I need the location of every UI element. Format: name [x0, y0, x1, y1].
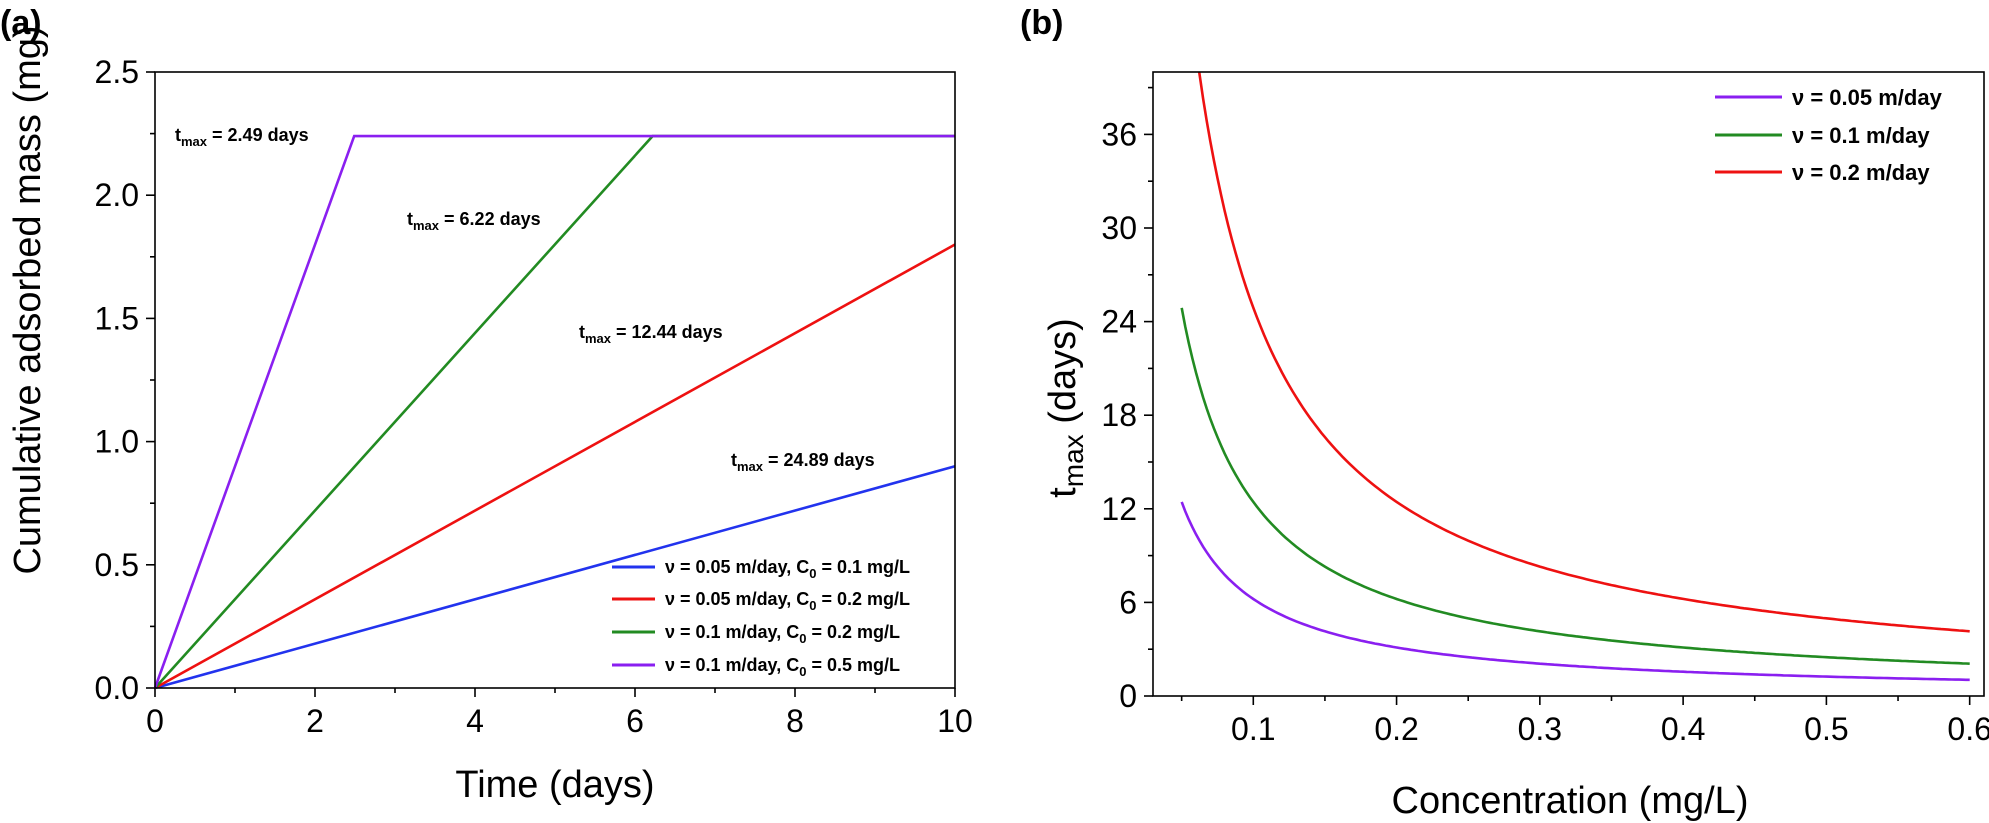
panel-b-ticks: 0.1 0.2 0.3 0.4 0.5 0.6 0 6 12 18 24 30 36	[1101, 86, 1989, 747]
y-tick-label: 2.0	[95, 177, 139, 213]
y-tick-label: 24	[1101, 304, 1137, 340]
legend-entry: ν = 0.05 m/day, C0 = 0.1 mg/L	[665, 557, 910, 581]
y-tick-label: 0.0	[95, 670, 139, 706]
series-curve	[1180, 501, 1970, 682]
x-tick-label: 0.2	[1374, 711, 1418, 747]
y-tick-label: 1.0	[95, 424, 139, 460]
tmax-annotation: tmax = 24.89 days	[731, 450, 875, 474]
panel-b: (b) tmax (days) Concentration (mg/L) 0.1…	[1020, 4, 1989, 822]
x-tick-label: 0.4	[1661, 711, 1705, 747]
x-tick-label: 0.6	[1947, 711, 1989, 747]
x-tick-label: 10	[937, 703, 973, 739]
x-tick-label: 8	[786, 703, 804, 739]
x-tick-label: 0.5	[1804, 711, 1848, 747]
tmax-annotation: tmax = 2.49 days	[175, 125, 309, 149]
legend-entry: ν = 0.1 m/day, C0 = 0.5 mg/L	[665, 655, 900, 679]
panel-b-legend: ν = 0.05 m/day ν = 0.1 m/day ν = 0.2 m/d…	[1715, 85, 1943, 185]
x-tick-label: 6	[626, 703, 644, 739]
y-tick-label: 0	[1119, 678, 1137, 714]
tmax-annotation: tmax = 12.44 days	[579, 322, 723, 346]
legend-entry: ν = 0.2 m/day	[1792, 160, 1930, 185]
panel-a-plot-frame	[154, 71, 956, 689]
panel-a-legend: ν = 0.05 m/day, C0 = 0.1 mg/L ν = 0.05 m…	[612, 557, 910, 679]
panel-b-plot-frame	[1152, 71, 1985, 697]
y-tick-label: 0.5	[95, 547, 139, 583]
y-tick-label: 30	[1101, 210, 1137, 246]
y-tick-label: 18	[1101, 397, 1137, 433]
panel-a-x-axis-title: Time (days)	[455, 764, 654, 806]
x-tick-label: 0.3	[1518, 711, 1562, 747]
panel-b-y-axis-title: tmax (days)	[1042, 318, 1089, 498]
tmax-annotation: tmax = 6.22 days	[407, 209, 541, 233]
panel-b-label: (b)	[1020, 4, 1063, 42]
series-line	[154, 243, 956, 690]
series-line	[153, 134, 955, 689]
legend-entry: ν = 0.1 m/day	[1792, 123, 1930, 148]
panel-a-annotations: tmax = 2.49 days tmax = 6.22 days tmax =…	[175, 125, 875, 474]
legend-entry: ν = 0.1 m/day, C0 = 0.2 mg/L	[665, 622, 900, 646]
panel-a-ticks: 0 2 4 6 8 10 0.0 0.5 1.0 1.5 2.0 2.5	[95, 54, 973, 739]
panel-a-label: (a)	[0, 4, 42, 42]
x-tick-label: 0	[146, 703, 164, 739]
series-curve	[1197, 72, 1970, 633]
x-tick-label: 2	[306, 703, 324, 739]
panel-b-x-axis-title: Concentration (mg/L)	[1392, 780, 1749, 822]
y-tick-label: 12	[1101, 491, 1137, 527]
y-tick-label: 36	[1101, 116, 1137, 152]
legend-entry: ν = 0.05 m/day, C0 = 0.2 mg/L	[665, 589, 910, 613]
panel-b-series	[1180, 72, 1970, 682]
series-curve	[1180, 307, 1970, 665]
legend-entry: ν = 0.05 m/day	[1792, 85, 1943, 110]
series-line	[154, 464, 956, 690]
panel-a: (a) Cumulative adsorbed mass (mg) Time (…	[0, 4, 973, 806]
x-tick-label: 4	[466, 703, 484, 739]
y-tick-label: 2.5	[95, 54, 139, 90]
x-tick-label: 0.1	[1231, 711, 1275, 747]
y-tick-label: 1.5	[95, 300, 139, 336]
panel-a-series	[153, 134, 956, 690]
panel-a-y-axis-title: Cumulative adsorbed mass (mg)	[7, 25, 49, 574]
y-tick-label: 6	[1119, 584, 1137, 620]
